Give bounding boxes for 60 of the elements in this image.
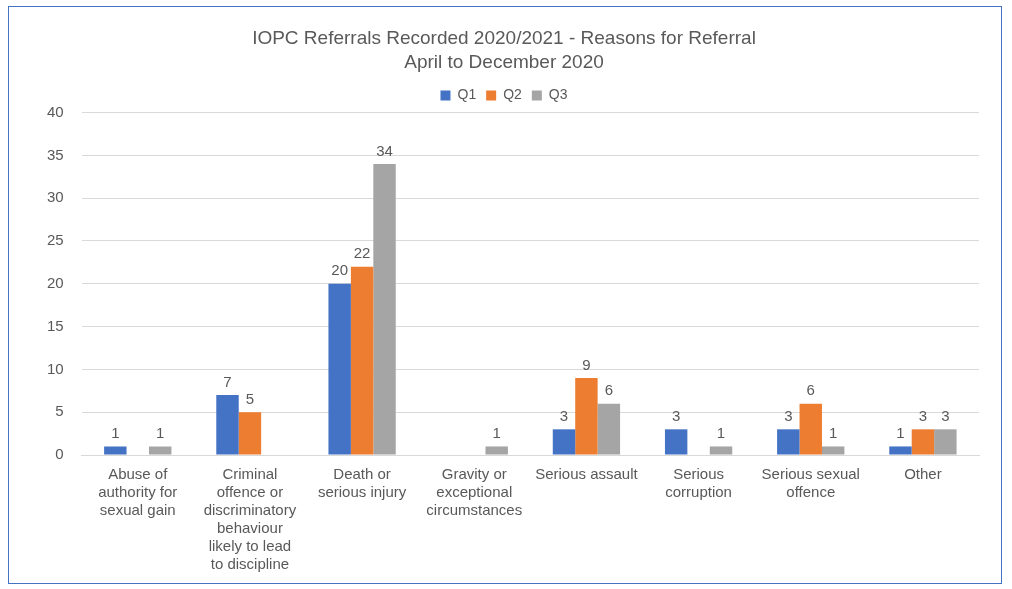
- data-label: 6: [604, 381, 614, 399]
- x-tick-label: Other: [904, 465, 942, 483]
- y-tick-label: 15: [47, 316, 64, 334]
- data-label: 1: [156, 424, 165, 442]
- data-label: 1: [896, 424, 905, 442]
- y-tick-label: 20: [47, 273, 64, 291]
- bar: [911, 429, 935, 455]
- chart-title: IOPC Referrals Recorded 2020/2021 - Reasons for Referral: [252, 26, 756, 48]
- x-tick-label: Serious sexual offence: [761, 465, 860, 501]
- data-label: 3: [559, 406, 569, 424]
- data-label: 9: [582, 355, 591, 373]
- bar: [148, 446, 172, 455]
- bar: [597, 403, 621, 455]
- bar: [552, 429, 576, 455]
- data-label: 7: [223, 372, 232, 390]
- bar: [575, 377, 598, 455]
- x-tick-label: Serious assault: [535, 465, 639, 483]
- bar: [373, 163, 396, 455]
- x-tick-label: Gravity or exceptional circumstances: [426, 465, 523, 519]
- data-label: 1: [492, 424, 501, 442]
- bar: [934, 429, 957, 455]
- bar: [238, 412, 262, 455]
- y-tick-label: 25: [47, 231, 64, 249]
- bar: [821, 446, 845, 455]
- data-label: 6: [806, 381, 815, 399]
- bar: [485, 446, 508, 455]
- bar: [709, 446, 733, 455]
- data-label: 1: [716, 424, 726, 442]
- data-label: 3: [671, 406, 681, 424]
- x-tick-label: Serious corruption: [665, 465, 732, 501]
- y-tick-label: 30: [47, 188, 64, 206]
- x-tick-label: Criminal offence or discriminatory behaviour likely to lead to discipline: [203, 465, 297, 573]
- data-label: 22: [353, 244, 371, 262]
- bar: [104, 446, 127, 455]
- y-tick-label: 0: [55, 445, 64, 463]
- legend-label: Q3: [548, 86, 568, 103]
- data-label: 20: [331, 261, 349, 279]
- y-tick-label: 5: [55, 402, 64, 420]
- x-tick-label: Abuse of authority for sexual gain: [98, 465, 178, 519]
- y-tick-label: 40: [47, 102, 64, 120]
- bar: [328, 283, 351, 455]
- bar: [799, 403, 822, 455]
- y-tick-label: 10: [47, 359, 64, 377]
- x-tick-label: Death or serious injury: [317, 465, 407, 501]
- data-label: 5: [245, 389, 255, 407]
- bar: [889, 446, 912, 455]
- chart-subtitle: April to December 2020: [404, 51, 604, 73]
- bar: [350, 266, 374, 455]
- bar: [777, 429, 800, 455]
- data-label: 3: [784, 406, 793, 424]
- data-label: 1: [829, 424, 838, 442]
- data-label: 3: [918, 406, 928, 424]
- bar: [664, 429, 688, 455]
- y-tick-label: 35: [47, 145, 64, 163]
- data-label: 3: [941, 406, 950, 424]
- bar: [216, 395, 239, 455]
- data-label: 34: [376, 141, 393, 159]
- data-label: 1: [111, 424, 120, 442]
- legend-label: Q2: [503, 86, 523, 103]
- legend-label: Q1: [457, 86, 477, 103]
